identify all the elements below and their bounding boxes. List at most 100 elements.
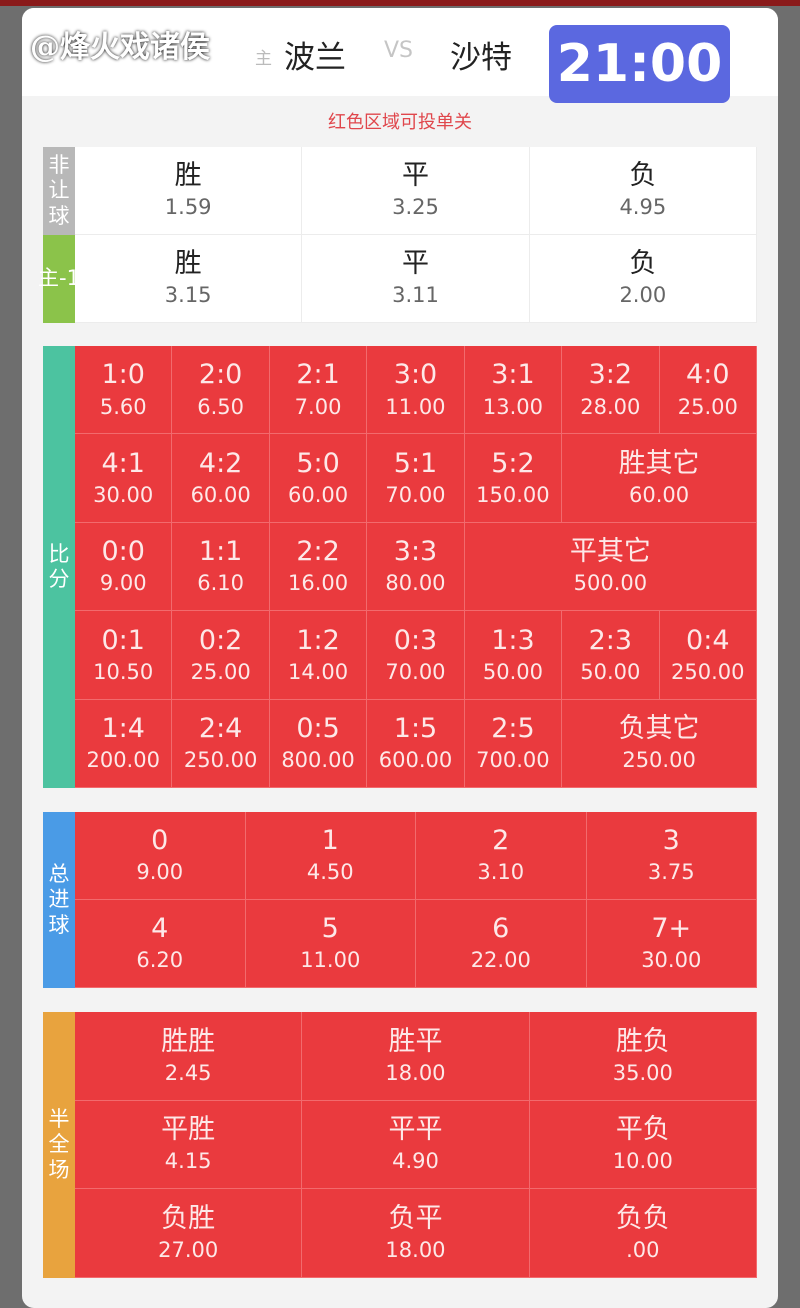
odds-cell[interactable]: 平平 4.90 (302, 1100, 530, 1189)
option-label: 1:2 (296, 624, 340, 656)
odds-cell[interactable]: 平其它 500.00 (464, 522, 757, 612)
option-label: 胜胜 (161, 1025, 216, 1057)
odds-grid: 1:0 5.60 2:0 6.50 2:1 7.00 3:0 11.00 3:1 13.00 3:2… (75, 346, 757, 788)
odds-cell[interactable]: 1:3 50.00 (464, 611, 563, 700)
odds-cell[interactable]: 胜负 35.00 (529, 1012, 757, 1101)
odds-cell[interactable]: 5:2 150.00 (464, 434, 563, 523)
odds-cell[interactable]: 2:4 250.00 (172, 699, 270, 788)
odds-cell[interactable]: 7+ 30.00 (586, 900, 757, 988)
option-label: 6 (492, 913, 510, 945)
odds-value: 70.00 (385, 482, 446, 507)
odds-value: 60.00 (288, 482, 349, 507)
option-label: 2 (492, 825, 510, 857)
odds-cell[interactable]: 胜 1.59 (75, 147, 303, 235)
odds-value: 30.00 (641, 948, 702, 973)
odds-cell[interactable]: 0:3 70.00 (367, 611, 465, 700)
option-label: 3:2 (588, 359, 633, 391)
option-label: 负 (629, 160, 657, 192)
odds-cell[interactable]: 负平 18.00 (302, 1189, 530, 1278)
option-label: 胜 (174, 248, 202, 280)
odds-cell[interactable]: 1:4 200.00 (75, 699, 173, 788)
odds-cell[interactable]: 0:1 10.50 (75, 611, 173, 700)
odds-cell[interactable]: 负胜 27.00 (75, 1189, 303, 1278)
odds-cell[interactable]: 4:0 25.00 (659, 346, 757, 435)
option-label: 3:0 (393, 359, 438, 391)
option-label: 4 (151, 913, 169, 945)
odds-cell[interactable]: 3:3 80.00 (367, 522, 465, 612)
section-label: 总进球 (43, 812, 75, 988)
odds-cell[interactable]: 平胜 4.15 (75, 1100, 303, 1189)
odds-value: 2.00 (619, 283, 667, 308)
option-label: 0 (151, 825, 169, 857)
odds-value: 25.00 (190, 659, 251, 684)
option-label: 负负 (615, 1202, 670, 1234)
odds-cell[interactable]: 胜胜 2.45 (75, 1012, 303, 1101)
odds-value: 16.00 (288, 571, 349, 596)
odds-cell[interactable]: 0:4 250.00 (659, 611, 757, 700)
odds-cell[interactable]: 5 11.00 (245, 900, 416, 988)
option-label: 2:2 (296, 536, 340, 568)
odds-cell[interactable]: 胜 3.15 (75, 235, 303, 323)
option-label: 3 (662, 825, 680, 857)
odds-cell[interactable]: 4:2 60.00 (172, 434, 270, 523)
odds-cell[interactable]: 3:1 13.00 (464, 346, 563, 435)
odds-value: 25.00 (677, 394, 738, 419)
odds-cell[interactable]: 2:5 700.00 (464, 699, 563, 788)
option-label: 2:4 (198, 713, 243, 745)
odds-value: 60.00 (629, 482, 690, 507)
odds-cell[interactable]: 0:2 25.00 (172, 611, 270, 700)
odds-cell[interactable]: 胜平 18.00 (302, 1012, 530, 1101)
odds-cell[interactable]: 平 3.25 (302, 147, 530, 235)
option-label: 负胜 (161, 1202, 216, 1234)
odds-cell[interactable]: 平 3.11 (302, 235, 530, 323)
odds-cell[interactable]: 4:1 30.00 (75, 434, 173, 523)
odds-cell[interactable]: 负负 .00 (529, 1189, 757, 1278)
odds-cell[interactable]: 平负 10.00 (529, 1100, 757, 1189)
odds-cell[interactable]: 负 2.00 (529, 235, 757, 323)
odds-cell[interactable]: 4 6.20 (75, 900, 246, 988)
odds-value: 3.11 (392, 283, 439, 308)
odds-cell[interactable]: 负其它 250.00 (562, 699, 757, 788)
odds-cell[interactable]: 0:0 9.00 (75, 522, 173, 612)
odds-cell[interactable]: 6 22.00 (416, 900, 587, 988)
odds-cell[interactable]: 负 4.95 (529, 147, 757, 235)
odds-cell[interactable]: 1:2 14.00 (269, 611, 368, 700)
odds-value: 150.00 (476, 482, 550, 507)
odds-cell[interactable]: 3 3.75 (586, 812, 757, 900)
option-label: 胜负 (615, 1025, 670, 1057)
option-label: 负 (629, 248, 657, 280)
odds-cell[interactable]: 5:1 70.00 (367, 434, 465, 523)
odds-cell[interactable]: 2:0 6.50 (172, 346, 270, 435)
odds-value: 9.00 (136, 860, 184, 885)
odds-value: 600.00 (378, 748, 453, 773)
odds-value: 35.00 (612, 1060, 673, 1085)
odds-cell[interactable]: 2 3.10 (416, 812, 587, 900)
option-label: 1:3 (491, 624, 535, 656)
odds-cell[interactable]: 3:0 11.00 (367, 346, 465, 435)
option-label: 5 (321, 913, 339, 945)
odds-cell[interactable]: 0:5 800.00 (269, 699, 368, 788)
odds-cell[interactable]: 1:5 600.00 (367, 699, 465, 788)
odds-cell[interactable]: 1:1 6.10 (172, 522, 270, 612)
option-label: 3:3 (393, 536, 438, 568)
odds-cell[interactable]: 0 9.00 (75, 812, 246, 900)
option-label: 平 (401, 248, 429, 280)
option-label: 平 (401, 160, 429, 192)
odds-value: 28.00 (580, 394, 641, 419)
odds-cell[interactable]: 胜其它 60.00 (562, 434, 757, 523)
odds-cell[interactable]: 2:3 50.00 (562, 611, 660, 700)
odds-value: 50.00 (482, 659, 543, 684)
odds-cell[interactable]: 2:1 7.00 (269, 346, 368, 435)
odds-value: 80.00 (385, 571, 446, 596)
watermark: @烽火戏诸侯 (30, 30, 210, 68)
odds-value: 1.59 (164, 195, 212, 220)
option-label: 0:5 (296, 713, 340, 745)
odds-cell[interactable]: 2:2 16.00 (269, 522, 368, 612)
odds-cell[interactable]: 3:2 28.00 (562, 346, 660, 435)
odds-cell[interactable]: 1 4.50 (245, 812, 416, 900)
odds-cell[interactable]: 1:0 5.60 (75, 346, 173, 435)
odds-value: 250.00 (183, 748, 258, 773)
odds-value: .00 (626, 1237, 660, 1262)
odds-cell[interactable]: 5:0 60.00 (269, 434, 368, 523)
odds-value: 6.20 (136, 948, 184, 973)
